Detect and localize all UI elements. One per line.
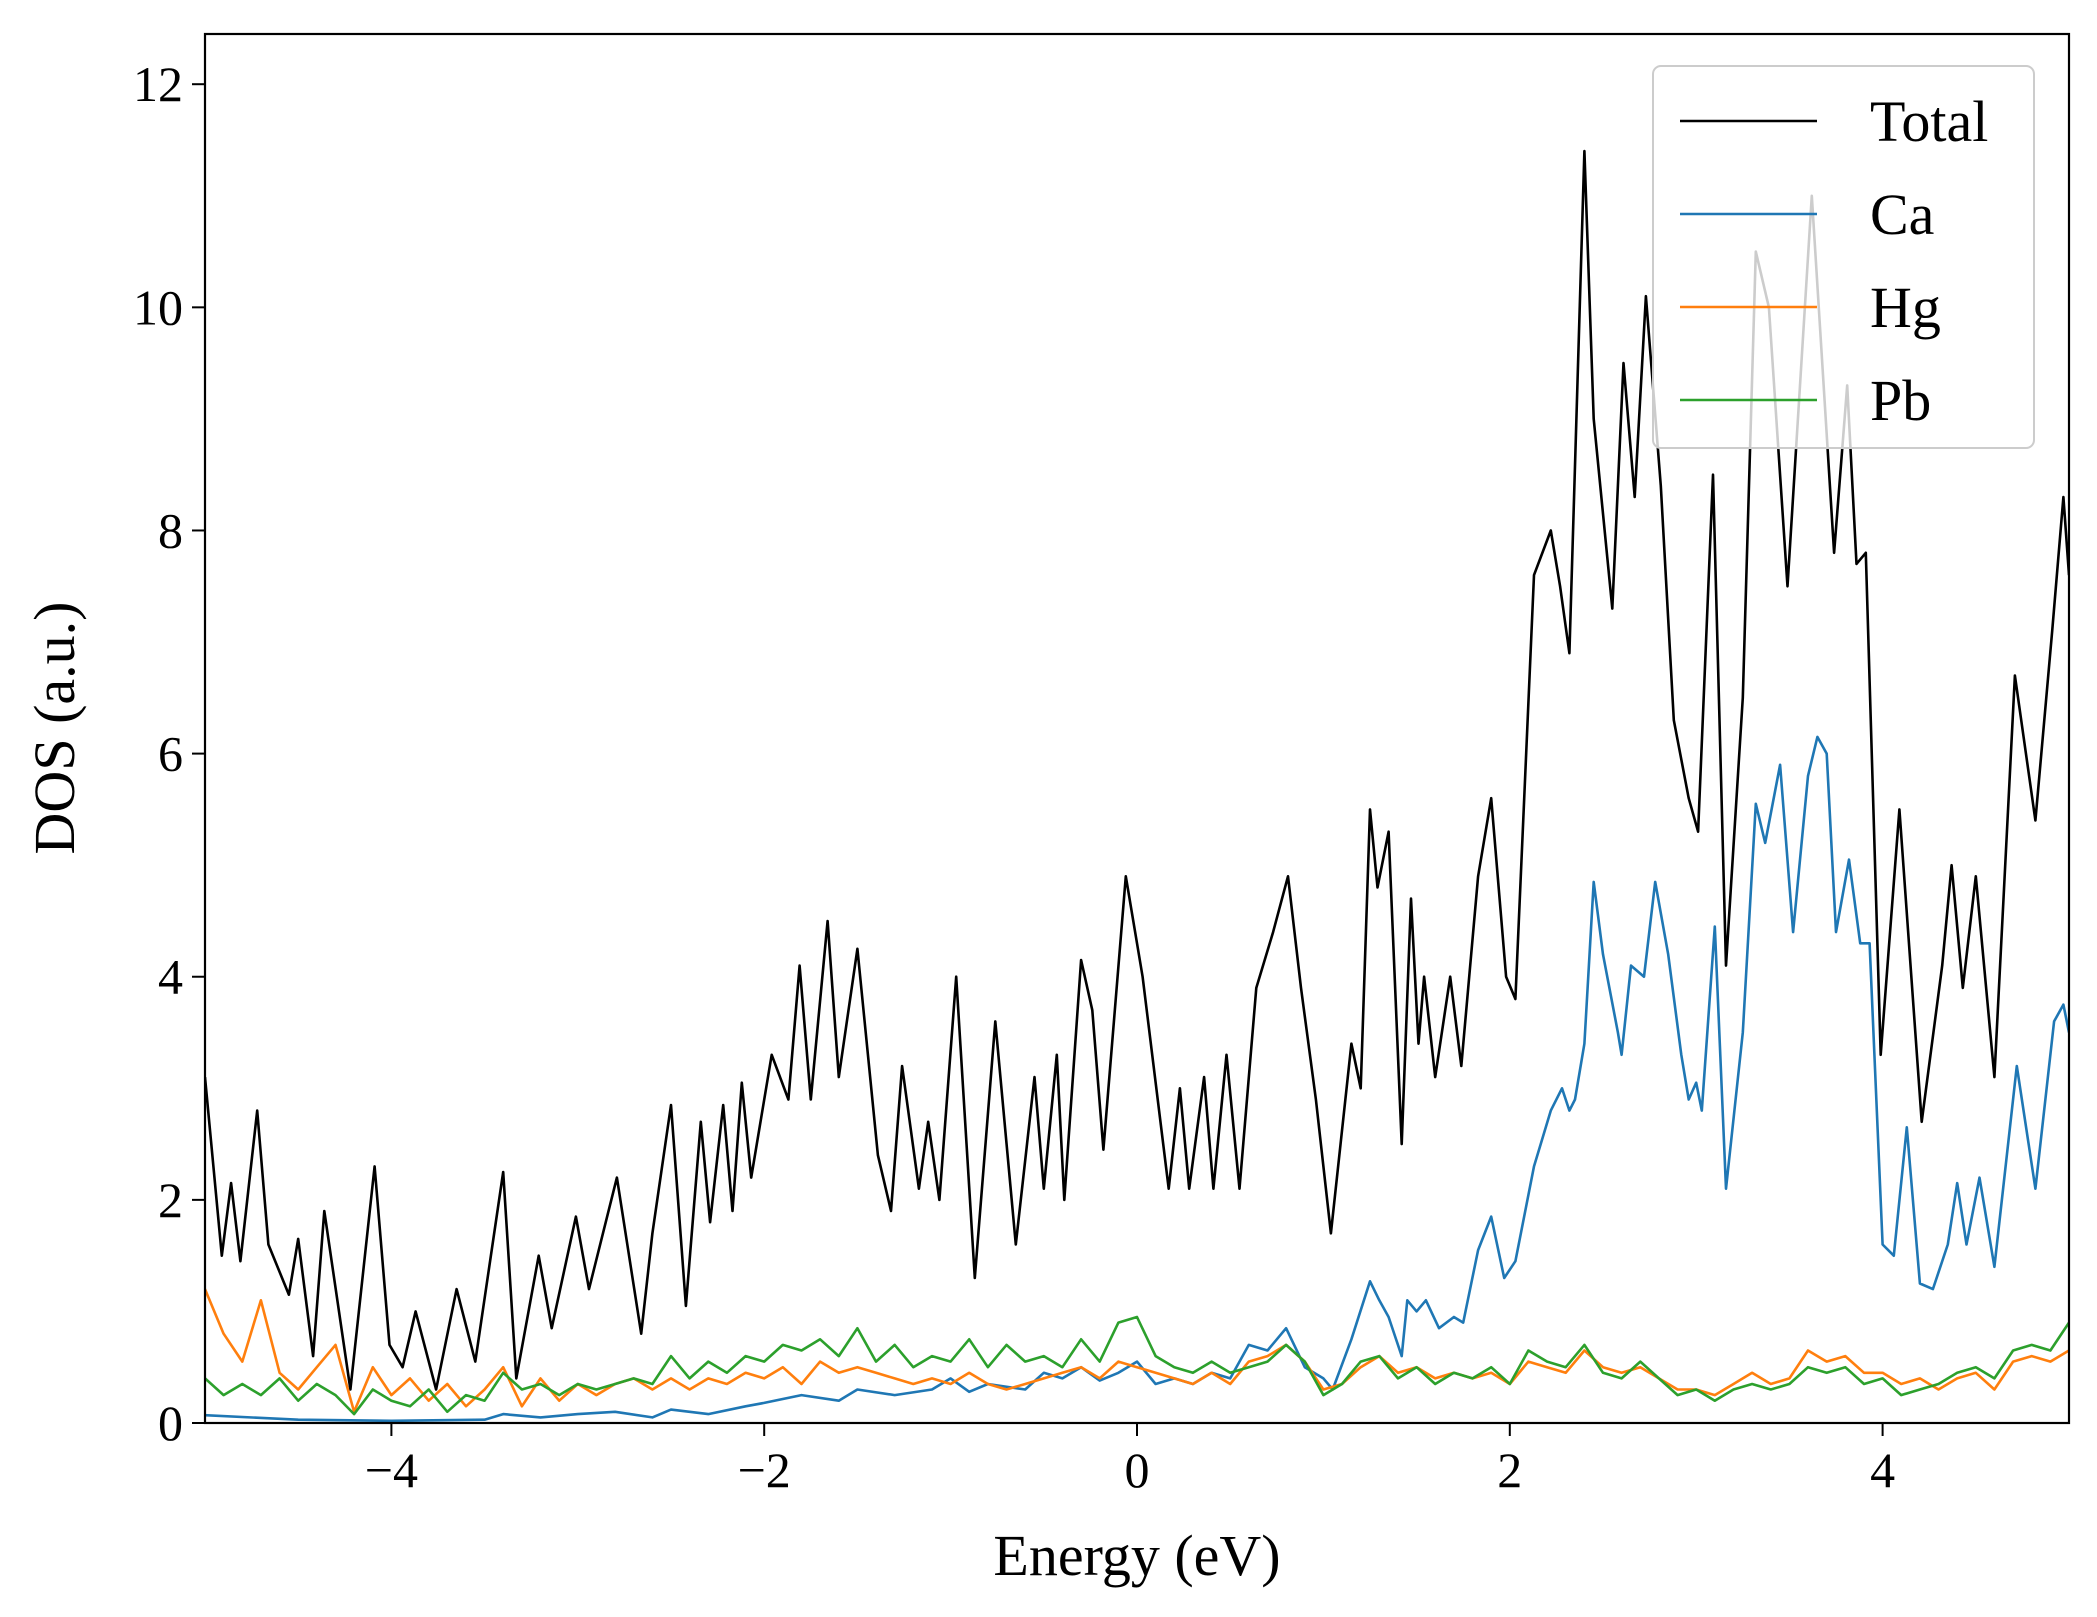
y-tick-label: 12 bbox=[133, 56, 183, 112]
legend-label: Ca bbox=[1870, 182, 1934, 247]
x-tick-label: 0 bbox=[1125, 1442, 1150, 1498]
series-line bbox=[205, 1315, 2069, 1416]
x-axis-label: Energy (eV) bbox=[993, 1523, 1280, 1588]
y-tick-label: 4 bbox=[158, 949, 183, 1005]
legend-label: Total bbox=[1870, 89, 1988, 154]
x-tick-label: −2 bbox=[738, 1442, 791, 1498]
y-tick-label: 8 bbox=[158, 502, 183, 558]
y-tick-label: 10 bbox=[133, 279, 183, 335]
legend-label: Pb bbox=[1870, 368, 1931, 433]
series-line bbox=[205, 735, 2069, 1423]
plot-lines bbox=[205, 149, 2069, 1423]
series-line bbox=[205, 1288, 2069, 1414]
y-tick-label: 2 bbox=[158, 1172, 183, 1228]
legend-label: Hg bbox=[1870, 275, 1941, 340]
y-axis-label: DOS (a.u.) bbox=[22, 602, 87, 855]
x-tick-label: 4 bbox=[1870, 1442, 1895, 1498]
x-tick-label: 2 bbox=[1497, 1442, 1522, 1498]
x-tick-label: −4 bbox=[365, 1442, 418, 1498]
y-tick-label: 6 bbox=[158, 726, 183, 782]
legend-box bbox=[1652, 65, 2035, 449]
series-line bbox=[205, 149, 2069, 1391]
y-tick-label: 0 bbox=[158, 1395, 183, 1451]
legend: Total Ca Hg Pb bbox=[1652, 65, 2035, 449]
